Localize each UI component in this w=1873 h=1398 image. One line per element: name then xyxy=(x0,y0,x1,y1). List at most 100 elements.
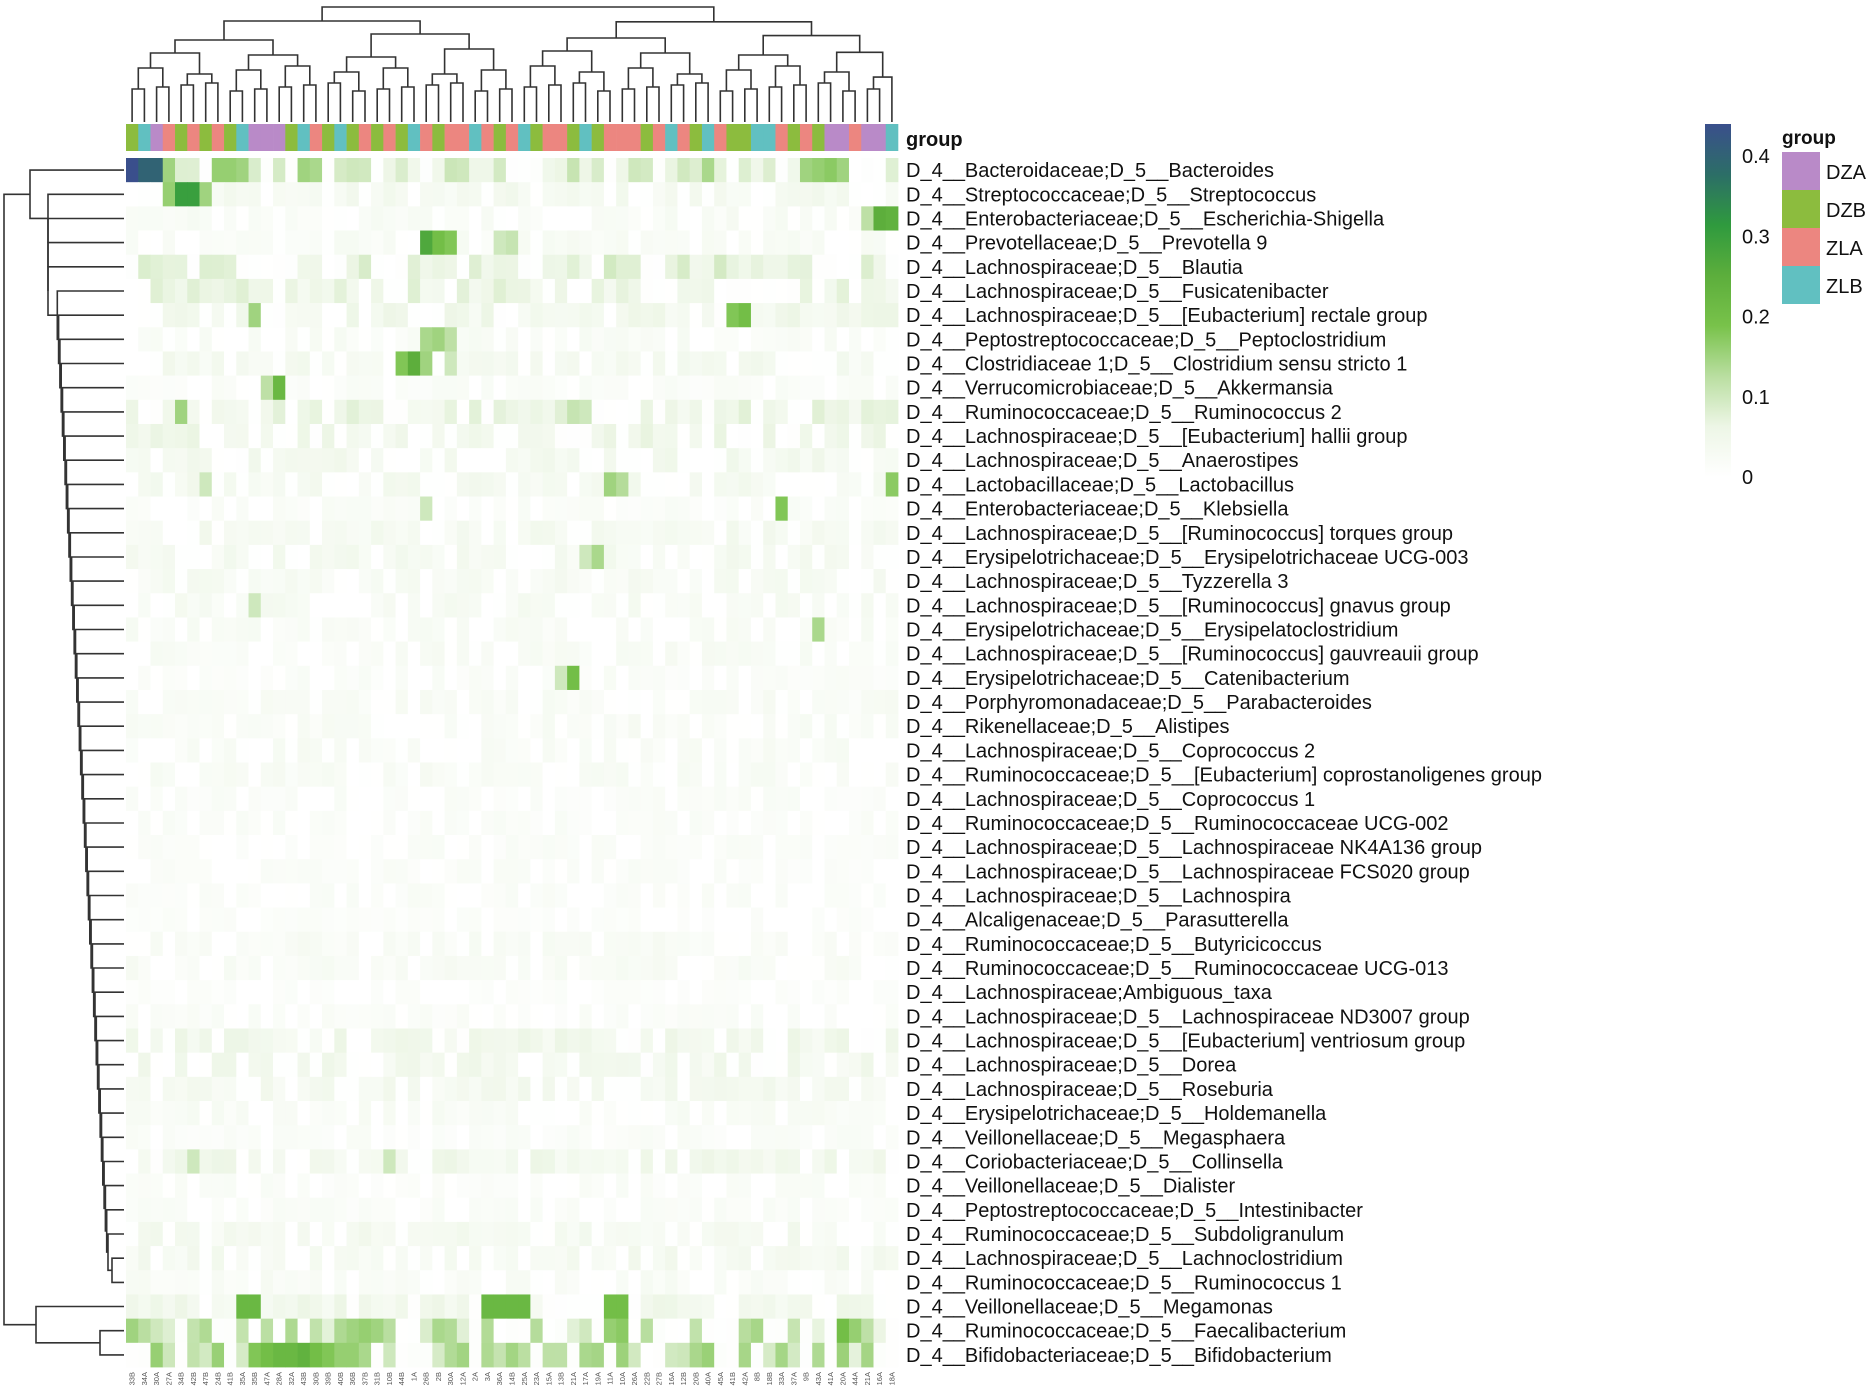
heatmap-cell xyxy=(677,1246,691,1271)
heatmap-cell xyxy=(885,1149,899,1174)
heatmap-cell xyxy=(812,1197,825,1223)
heatmap-cell xyxy=(224,375,237,401)
heatmap-cell xyxy=(836,1101,850,1126)
heatmap-cell xyxy=(763,448,776,473)
heatmap-cell xyxy=(738,859,752,884)
heatmap-cell xyxy=(787,496,801,522)
row-label: D_4__Veillonellaceae;D_5__Dialister xyxy=(906,1176,1235,1198)
heatmap-cell xyxy=(530,544,544,570)
heatmap-cell xyxy=(885,665,899,691)
heatmap-cell xyxy=(738,1221,752,1247)
heatmap-cell xyxy=(407,738,421,763)
heatmap-cell xyxy=(297,641,311,667)
heatmap-cell xyxy=(493,569,507,594)
heatmap-cell xyxy=(236,859,249,884)
heatmap-cell xyxy=(689,544,703,570)
heatmap-cell xyxy=(211,1101,225,1126)
heatmap-cell xyxy=(652,327,666,352)
heatmap-cell xyxy=(652,1101,666,1126)
dendrogram-branch xyxy=(474,90,489,122)
heatmap-cell xyxy=(420,1101,433,1126)
heatmap-cell xyxy=(407,182,421,207)
heatmap-cell xyxy=(567,182,580,207)
heatmap-cell xyxy=(701,544,715,570)
heatmap-cell xyxy=(603,738,617,763)
heatmap-cell xyxy=(824,448,838,473)
heatmap-cell xyxy=(665,907,678,933)
heatmap-cell xyxy=(199,665,213,691)
heatmap-cell xyxy=(836,1270,850,1295)
heatmap-cell xyxy=(407,206,421,231)
sample-label: 18A xyxy=(887,1372,896,1385)
heatmap-cell xyxy=(138,375,151,401)
heatmap-cell xyxy=(383,738,396,763)
heatmap-cell xyxy=(824,714,838,739)
heatmap-cell xyxy=(175,689,188,715)
heatmap-cell xyxy=(750,980,764,1005)
heatmap-cell xyxy=(652,883,666,908)
heatmap-cell xyxy=(714,230,727,256)
heatmap-cell xyxy=(138,593,151,618)
heatmap-cell xyxy=(285,569,298,594)
heatmap-cell xyxy=(236,1101,249,1126)
heatmap-cell xyxy=(726,762,740,788)
heatmap-cell xyxy=(358,617,372,642)
heatmap-cell xyxy=(260,1270,274,1295)
heatmap-cell xyxy=(628,351,642,377)
heatmap-cell xyxy=(579,714,593,739)
heatmap-cell xyxy=(775,1342,789,1368)
heatmap-cell xyxy=(260,1125,274,1150)
heatmap-cell xyxy=(322,1246,335,1271)
heatmap-cell xyxy=(824,1173,838,1199)
heatmap-cell xyxy=(358,1318,372,1344)
dendrogram-branch xyxy=(737,54,789,70)
heatmap-cell xyxy=(395,689,409,715)
heatmap-cell xyxy=(285,762,298,788)
dendrogram-branch xyxy=(768,86,783,122)
heatmap-cell xyxy=(273,593,286,618)
heatmap-cell xyxy=(701,569,715,594)
heatmap-cell xyxy=(224,158,237,183)
heatmap-cell xyxy=(175,472,188,497)
heatmap-cell xyxy=(162,1342,176,1368)
heatmap-cell xyxy=(861,278,874,304)
heatmap-cell xyxy=(738,230,752,256)
heatmap-cell xyxy=(861,980,874,1005)
heatmap-cell xyxy=(309,303,323,328)
heatmap-cell xyxy=(750,448,764,473)
heatmap-cell xyxy=(640,496,654,522)
heatmap-cell xyxy=(616,1294,629,1320)
heatmap-cell xyxy=(346,955,360,981)
heatmap-cell xyxy=(616,1149,629,1174)
heatmap-cell xyxy=(812,399,825,425)
heatmap-cell xyxy=(726,980,740,1005)
heatmap-cell xyxy=(567,835,580,860)
heatmap-cell xyxy=(138,955,151,981)
heatmap-cell xyxy=(652,738,666,763)
heatmap-cell xyxy=(260,762,274,788)
heatmap-cell xyxy=(518,1318,531,1344)
heatmap-cell xyxy=(665,665,678,691)
heatmap-cell xyxy=(150,351,164,377)
sample-label: 36B xyxy=(348,1372,357,1385)
heatmap-cell xyxy=(162,762,176,788)
heatmap-cell xyxy=(273,714,286,739)
heatmap-cell xyxy=(187,665,200,691)
heatmap-cell xyxy=(616,883,629,908)
heatmap-cell xyxy=(273,1221,286,1247)
heatmap-cell xyxy=(554,1246,568,1271)
dendrogram-branch xyxy=(35,1305,124,1344)
heatmap-cell xyxy=(493,1294,507,1320)
heatmap-cell xyxy=(236,689,249,715)
heatmap-cell xyxy=(530,1173,544,1199)
heatmap-cell xyxy=(652,835,666,860)
dendrogram-branch xyxy=(284,65,311,87)
heatmap-cell xyxy=(726,230,740,256)
dendrogram-branch xyxy=(376,88,391,122)
heatmap-cell xyxy=(211,278,225,304)
heatmap-cell xyxy=(554,303,568,328)
heatmap-cell xyxy=(175,931,188,957)
heatmap-cell xyxy=(518,810,531,836)
heatmap-cell xyxy=(493,206,507,231)
heatmap-cell xyxy=(444,738,458,763)
